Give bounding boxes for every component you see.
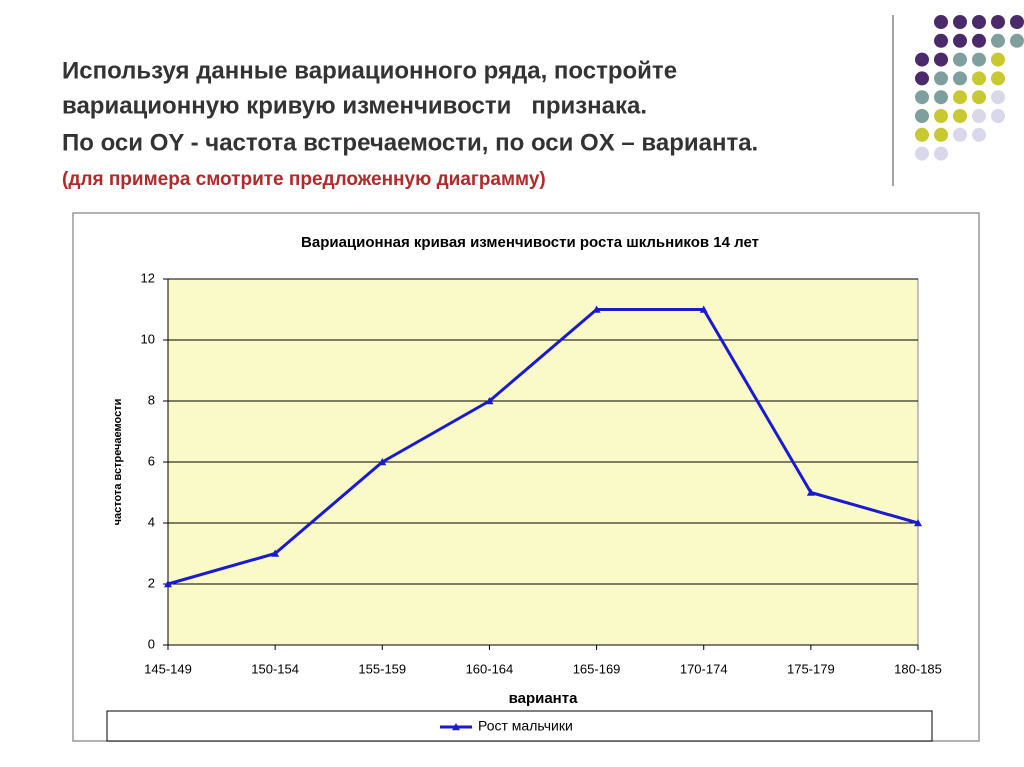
dot [953, 15, 967, 29]
decoration [915, 15, 1024, 161]
dot [915, 146, 929, 161]
dot [953, 33, 967, 48]
dot [915, 109, 929, 123]
dot [972, 52, 986, 67]
x-tick-label: 165-169 [573, 661, 621, 676]
legend-marker [452, 723, 460, 731]
x-tick-label: 145-149 [144, 661, 192, 676]
chart-title: Вариационная кривая изменчивости роста ш… [301, 234, 759, 251]
dot [972, 109, 986, 123]
y-tick-label: 10 [141, 331, 155, 346]
dot [953, 52, 967, 67]
point-marker [592, 305, 601, 313]
point-marker [806, 488, 815, 496]
y-tick-label: 2 [148, 575, 155, 590]
heading-line: Используя данные вариационного ряда, пос… [62, 57, 677, 84]
point-marker [164, 580, 172, 588]
dot [934, 33, 948, 48]
x-tick-label: 170-174 [680, 661, 728, 676]
dot [915, 52, 929, 67]
dot [1010, 15, 1024, 29]
dot [972, 15, 986, 29]
dot [991, 71, 1005, 86]
dot [934, 127, 948, 142]
dot [972, 33, 986, 48]
y-tick-label: 6 [148, 453, 155, 468]
heading-line: вариационную кривую изменчивости признак… [62, 92, 647, 119]
dot [953, 127, 967, 142]
point-marker [699, 305, 708, 313]
x-tick-label: 155-159 [358, 661, 406, 676]
dot [991, 15, 1005, 29]
dot [953, 71, 967, 86]
x-tick-label: 160-164 [466, 661, 514, 676]
dot [991, 33, 1005, 48]
dot [1010, 33, 1024, 48]
dot [934, 109, 948, 123]
dot [953, 90, 967, 105]
y-axis-label: частота встречаемости [112, 399, 124, 526]
dot [915, 127, 929, 142]
point-marker [914, 519, 922, 527]
y-tick-label: 0 [148, 636, 155, 651]
x-tick-label: 175-179 [787, 661, 835, 676]
dot [991, 109, 1005, 123]
dot [991, 52, 1005, 67]
dot [972, 90, 986, 105]
dot [934, 15, 948, 29]
y-tick-label: 12 [141, 270, 155, 285]
heading-line: По оси OY - частота встречаемости, по ос… [62, 129, 758, 156]
dot [934, 90, 948, 105]
dot [915, 90, 929, 105]
y-tick-label: 4 [148, 514, 155, 529]
point-marker [378, 458, 387, 466]
dot [972, 71, 986, 86]
x-tick-label: 180-185 [894, 661, 942, 676]
x-tick-label: 150-154 [251, 661, 299, 676]
legend [106, 710, 933, 742]
y-tick-label: 8 [148, 392, 155, 407]
dot [953, 109, 967, 123]
series-line [167, 308, 919, 586]
x-axis-label: варианта [509, 690, 578, 707]
dot [934, 52, 948, 67]
dot [991, 90, 1005, 105]
dot [934, 71, 948, 86]
point-marker [271, 549, 280, 557]
dot [934, 146, 948, 161]
legend-label: Рост мальчики [478, 718, 573, 734]
dot [915, 71, 929, 86]
dot [972, 127, 986, 142]
point-marker [485, 397, 494, 405]
note: (для примера смотрите предложенную диагр… [62, 169, 546, 190]
